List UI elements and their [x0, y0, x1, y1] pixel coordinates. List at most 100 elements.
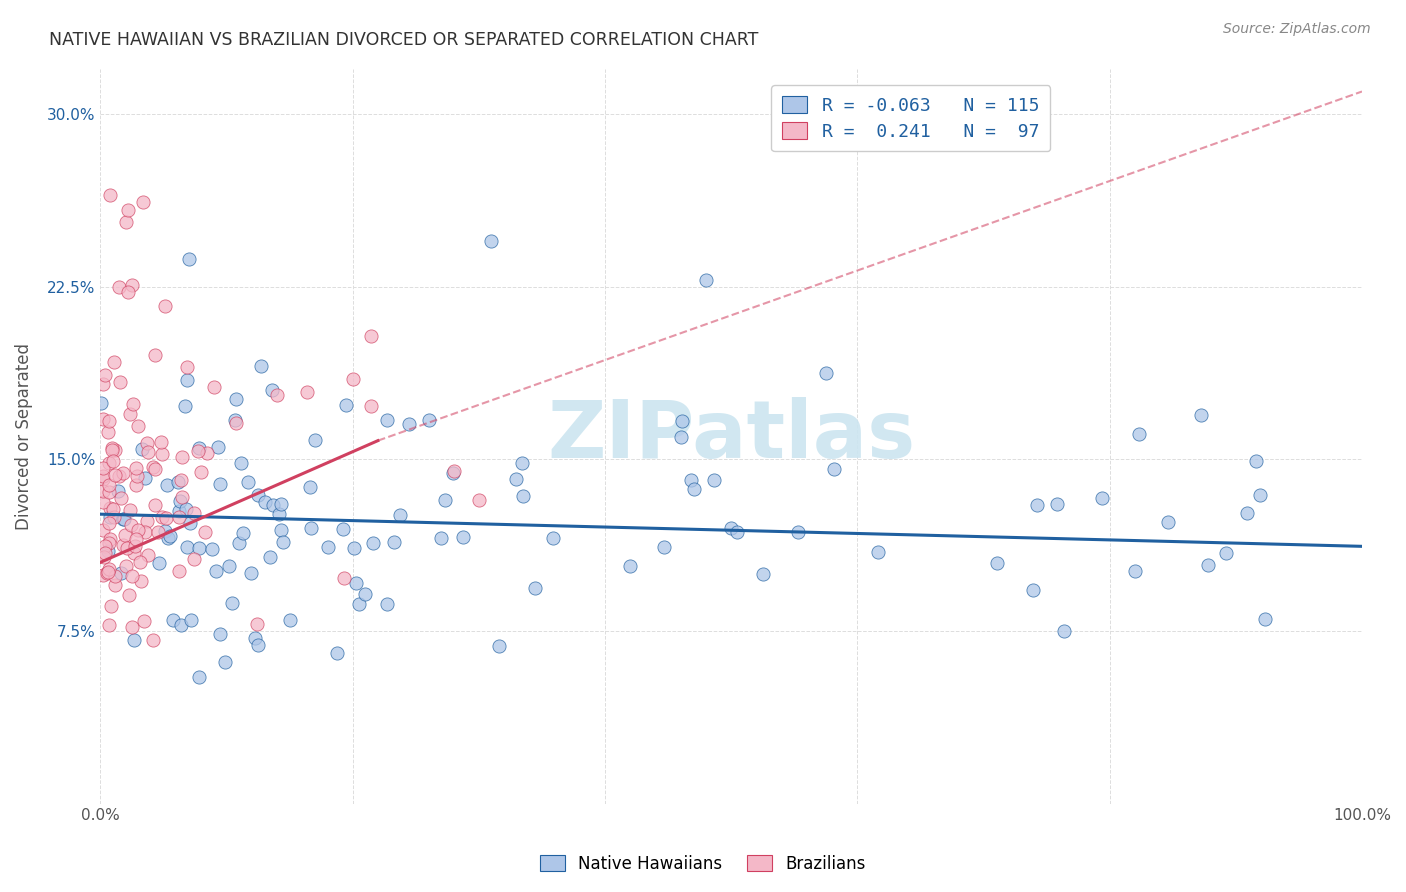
- Point: [125, 532, 148, 546]
- Point: [681, 474, 703, 488]
- Point: [225, 417, 247, 431]
- Point: [115, 541, 138, 555]
- Point: [209, 627, 232, 641]
- Point: [1244, 454, 1267, 468]
- Point: [1022, 583, 1045, 598]
- Point: [118, 503, 141, 517]
- Point: [1250, 488, 1272, 502]
- Point: [134, 471, 156, 485]
- Point: [188, 670, 211, 684]
- Point: [143, 498, 166, 512]
- Point: [122, 546, 145, 560]
- Point: [111, 512, 134, 526]
- Point: [224, 413, 246, 427]
- Point: [326, 646, 349, 660]
- Point: [94, 539, 117, 553]
- Point: [652, 540, 675, 554]
- Point: [155, 299, 177, 313]
- Point: [110, 566, 132, 581]
- Point: [97, 484, 120, 499]
- Point: [180, 613, 202, 627]
- Point: [111, 538, 134, 552]
- Point: [136, 436, 159, 450]
- Point: [131, 442, 153, 457]
- Point: [266, 388, 288, 402]
- Point: [112, 512, 135, 526]
- Point: [1128, 427, 1150, 442]
- Point: [156, 478, 179, 492]
- Point: [1026, 498, 1049, 512]
- Point: [787, 524, 810, 539]
- Point: [150, 510, 173, 524]
- Point: [188, 541, 211, 555]
- Point: [172, 490, 194, 504]
- Point: [120, 517, 142, 532]
- Point: [1091, 491, 1114, 506]
- Point: [986, 556, 1008, 570]
- Point: [190, 465, 212, 479]
- Point: [108, 468, 131, 483]
- Point: [262, 498, 284, 512]
- Point: [124, 539, 146, 553]
- Point: [148, 556, 170, 570]
- Point: [179, 516, 201, 530]
- Point: [671, 414, 693, 428]
- Point: [121, 619, 143, 633]
- Point: [142, 632, 165, 647]
- Point: [239, 566, 262, 580]
- Point: [176, 540, 198, 554]
- Point: [136, 445, 159, 459]
- Point: [98, 187, 121, 202]
- Point: [398, 417, 420, 431]
- Point: [247, 487, 270, 501]
- Point: [174, 400, 197, 414]
- Point: [132, 194, 155, 209]
- Point: [100, 533, 122, 547]
- Point: [866, 545, 889, 559]
- Point: [127, 523, 149, 537]
- Point: [177, 252, 200, 267]
- Point: [1253, 612, 1275, 626]
- Point: [136, 514, 159, 528]
- Point: [823, 461, 845, 475]
- Point: [246, 638, 269, 652]
- Point: [89, 395, 111, 409]
- Point: [183, 506, 205, 520]
- Point: [91, 495, 114, 509]
- Point: [725, 525, 748, 540]
- Point: [91, 377, 114, 392]
- Point: [103, 510, 125, 524]
- Point: [114, 558, 136, 573]
- Point: [134, 524, 156, 539]
- Point: [703, 473, 725, 487]
- Point: [142, 460, 165, 475]
- Point: [418, 413, 440, 427]
- Point: [214, 656, 236, 670]
- Legend: Native Hawaiians, Brazilians: Native Hawaiians, Brazilians: [533, 848, 873, 880]
- Point: [510, 456, 533, 470]
- Point: [162, 613, 184, 627]
- Point: [343, 541, 366, 556]
- Point: [103, 355, 125, 369]
- Point: [682, 482, 704, 496]
- Point: [523, 581, 546, 595]
- Point: [814, 366, 837, 380]
- Point: [172, 450, 194, 464]
- Point: [97, 561, 120, 575]
- Point: [149, 434, 172, 449]
- Point: [269, 507, 291, 521]
- Point: [145, 348, 167, 362]
- Point: [107, 483, 129, 498]
- Point: [488, 640, 510, 654]
- Point: [169, 509, 191, 524]
- Point: [98, 500, 121, 515]
- Point: [225, 392, 247, 406]
- Point: [121, 277, 143, 292]
- Point: [254, 495, 277, 509]
- Point: [451, 530, 474, 544]
- Point: [505, 472, 527, 486]
- Point: [204, 565, 226, 579]
- Point: [228, 536, 250, 550]
- Point: [114, 215, 136, 229]
- Point: [207, 440, 229, 454]
